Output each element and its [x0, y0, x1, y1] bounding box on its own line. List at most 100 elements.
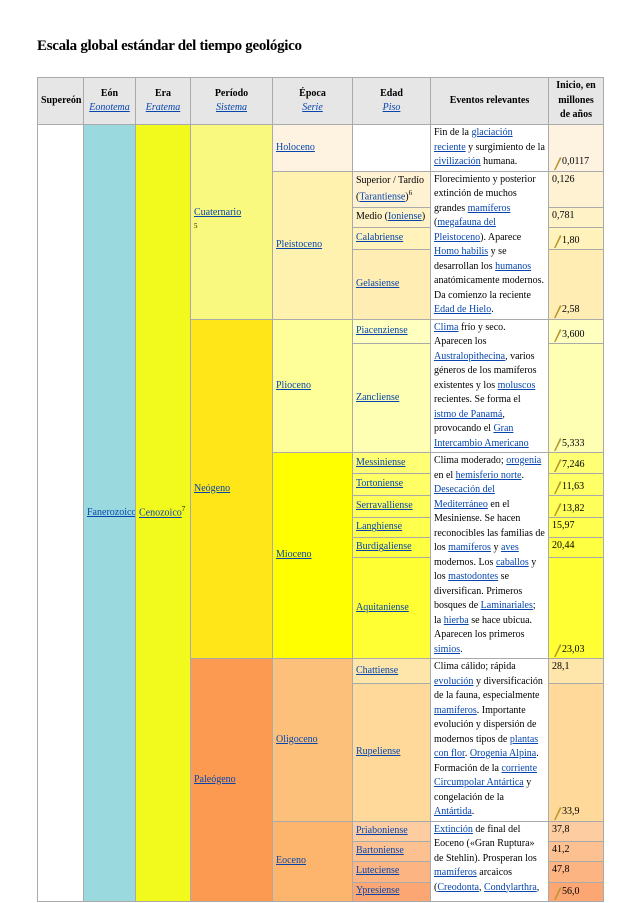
link[interactable]: simios	[434, 643, 461, 655]
link[interactable]: Gelasiense	[356, 278, 400, 290]
link[interactable]: Mioceno	[276, 549, 312, 561]
link[interactable]: mamíferos	[434, 867, 477, 878]
start-value: 2,58	[562, 304, 580, 315]
epoch-cell: Eoceno	[272, 820, 353, 902]
link[interactable]: mamíferos	[467, 202, 511, 214]
start-value: 41,2	[552, 843, 570, 855]
start-cell: 0,126	[548, 170, 604, 209]
link[interactable]: evolución	[434, 675, 474, 687]
link[interactable]: corriente Circumpolar Antártica	[434, 762, 538, 789]
link[interactable]: Paleógeno	[194, 773, 236, 785]
link[interactable]: hierba	[443, 614, 469, 626]
link[interactable]: Priaboniense	[356, 824, 408, 836]
link[interactable]: Aquitaniense	[356, 601, 409, 613]
link[interactable]: Antártida	[434, 806, 472, 817]
link[interactable]: Condylarthra	[484, 881, 537, 893]
table-row: Ypresiense 56,0	[38, 881, 604, 902]
link[interactable]: Cenozoico	[139, 507, 182, 519]
link[interactable]: Extinción	[434, 823, 473, 835]
text-run: . Formación de la	[434, 748, 539, 774]
event-cell: Florecimiento y posterior extinción de m…	[430, 170, 549, 320]
link[interactable]: Zancliense	[356, 391, 400, 403]
link[interactable]: Plioceno	[276, 379, 311, 391]
header-cell: Eón Eonotema	[83, 77, 136, 125]
gssp-spike	[554, 438, 562, 451]
text-run: se hace ubicua. Aparecen los primeros	[434, 614, 533, 641]
link[interactable]: Holoceno	[276, 141, 315, 153]
text-run: ,	[536, 881, 540, 893]
link[interactable]: Gran Intercambio Americano	[434, 423, 529, 449]
link[interactable]: Australopithecina	[434, 350, 506, 362]
link[interactable]: Cuaternario	[194, 207, 242, 219]
link[interactable]: Clima	[434, 321, 459, 333]
link[interactable]: hemisferio norte	[455, 469, 522, 481]
start-cell: 47,8	[548, 860, 604, 883]
link[interactable]: Ypresiense	[356, 885, 400, 897]
gssp-spike	[554, 886, 562, 900]
link[interactable]: Tarantiense	[359, 191, 406, 203]
age-cell: Gelasiense	[352, 249, 431, 320]
gssp-spike	[554, 156, 562, 170]
link[interactable]: Homo habilis	[434, 246, 489, 257]
link[interactable]: moluscos	[497, 379, 536, 391]
link[interactable]: istmo de Panamá	[434, 408, 503, 420]
link[interactable]: orogenia	[506, 455, 542, 466]
link[interactable]: Fanerozoico	[87, 506, 136, 518]
gssp-icon	[554, 329, 562, 343]
link[interactable]: Burdigaliense	[356, 541, 412, 553]
text-run: .	[491, 304, 494, 315]
header-label: Eventos relevantes	[449, 94, 530, 106]
link[interactable]: aves	[500, 542, 519, 553]
link[interactable]: plantas con flor	[434, 733, 539, 760]
link[interactable]: Eoceno	[276, 854, 306, 866]
table-row: Tortoniense 11,63	[38, 473, 604, 497]
link[interactable]: Chattiense	[356, 664, 399, 676]
link[interactable]: megafauna del Pleistoceno	[434, 217, 496, 243]
link[interactable]: Messiniense	[356, 456, 406, 468]
text-run: (	[434, 217, 438, 228]
header-sublabel: Piso	[382, 102, 401, 113]
table-row: Calabriense 1,80	[38, 226, 604, 251]
link[interactable]: Ioniense	[387, 211, 422, 223]
gssp-icon	[554, 481, 562, 495]
gssp-icon	[554, 304, 562, 318]
start-cell: 20,44	[548, 537, 604, 559]
footnote: 7	[181, 505, 186, 514]
link[interactable]: Orogenia Alpina	[469, 748, 537, 759]
header-cell: Inicio, en millones de años	[548, 77, 604, 125]
link[interactable]: Luteciense	[356, 865, 400, 877]
link[interactable]: caballos	[495, 556, 529, 568]
header-label: Era	[154, 87, 172, 99]
text-run: recientes. Se forma el	[434, 394, 521, 405]
link[interactable]: Langhiense	[356, 521, 403, 533]
link[interactable]: Neógeno	[194, 482, 231, 494]
start-value: 56,0	[562, 886, 580, 897]
table-row: Eoceno Priaboniense Extinción de final del…	[38, 820, 604, 902]
link[interactable]: Tortoniense	[356, 478, 404, 490]
link[interactable]: mamíferos	[448, 542, 491, 553]
link[interactable]: mamíferos	[434, 704, 477, 716]
link[interactable]: glaciación reciente	[434, 127, 513, 153]
link[interactable]: Pleistoceno	[276, 238, 323, 250]
link[interactable]: Serravalliense	[356, 500, 413, 512]
gssp-spike	[554, 304, 562, 318]
link[interactable]: Bartoniense	[356, 844, 404, 856]
link[interactable]: mastodontes	[448, 571, 499, 582]
link[interactable]: Creodonta	[437, 881, 479, 893]
link[interactable]: Oligoceno	[276, 733, 318, 745]
epoch-cell: Plioceno	[272, 318, 353, 453]
link[interactable]: Laminariales	[480, 600, 533, 611]
link[interactable]: Calabriense	[356, 232, 404, 244]
age-cell: Messiniense	[352, 451, 431, 475]
start-cell: 23,03	[548, 557, 604, 659]
link[interactable]: Edad de Hielo	[434, 304, 492, 315]
header-cell: Eventos relevantes	[430, 77, 549, 125]
link[interactable]: humanos	[495, 260, 532, 272]
link[interactable]: civilización	[434, 156, 481, 167]
link[interactable]: Piacenziense	[356, 325, 408, 337]
link[interactable]: Rupeliense	[356, 746, 401, 758]
start-cell: 3,600	[548, 318, 604, 345]
link[interactable]: Desecación del Mediterráneo	[434, 484, 495, 510]
header-label: Inicio, en millones de años	[556, 80, 596, 121]
text-run: frío y seco. Aparecen los	[434, 321, 506, 348]
